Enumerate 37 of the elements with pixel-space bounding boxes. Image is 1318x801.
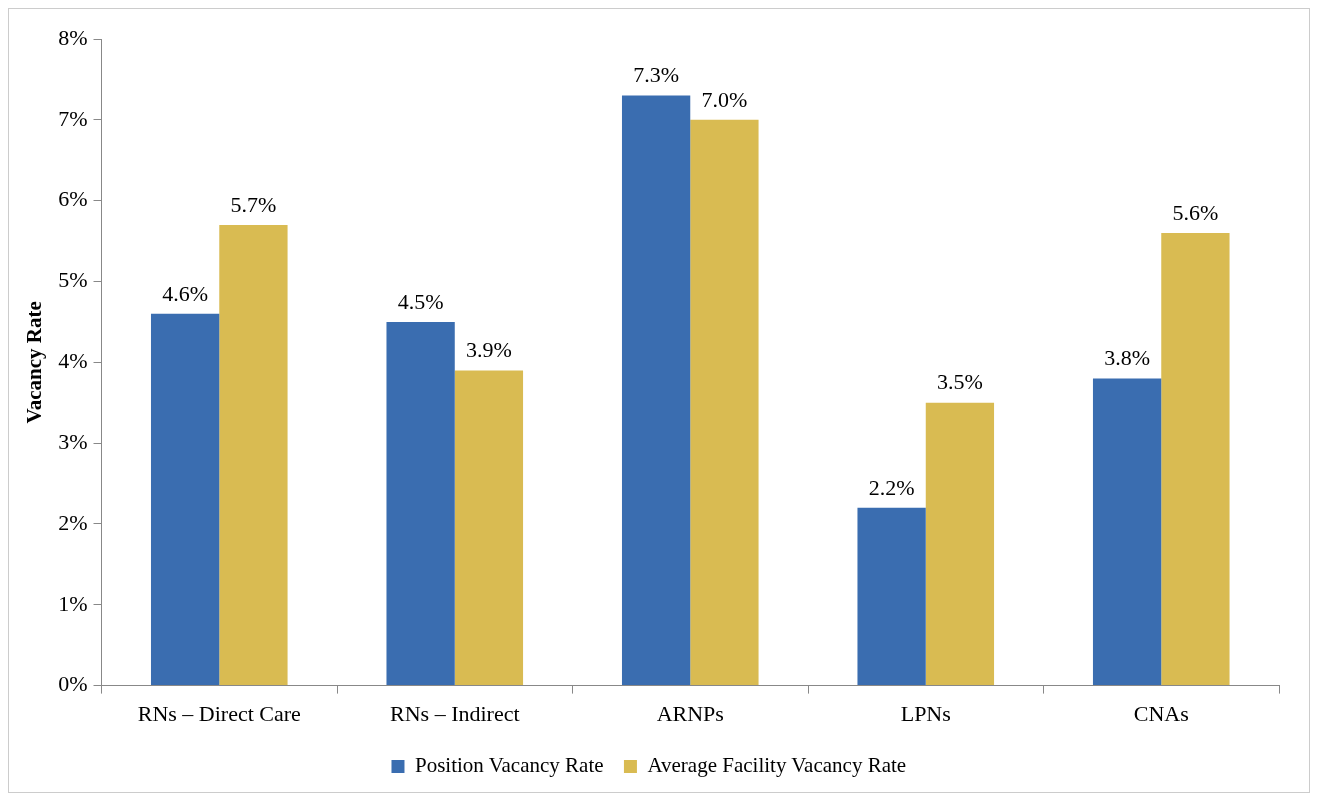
y-tick-label: 2% — [58, 509, 88, 535]
bar — [386, 321, 455, 686]
bar — [150, 313, 220, 686]
y-tick-label: 3% — [58, 428, 88, 454]
y-tick-label: 6% — [58, 186, 88, 212]
data-label: 7.3% — [633, 62, 680, 88]
bar — [857, 507, 926, 686]
bar — [1161, 232, 1230, 686]
bar — [219, 224, 288, 686]
bar — [1092, 378, 1162, 686]
y-tick-label: 8% — [58, 24, 88, 50]
data-label: 7.0% — [701, 86, 748, 112]
y-axis-title: Vacancy Rate — [22, 301, 47, 424]
data-label: 5.7% — [230, 191, 277, 217]
x-tick-label: RNs – Direct Care — [137, 700, 301, 726]
y-tick-label: 7% — [58, 105, 88, 131]
x-tick-label: LPNs — [900, 700, 951, 726]
data-label: 5.6% — [1172, 199, 1219, 225]
data-label: 2.2% — [868, 474, 915, 500]
y-tick-label: 0% — [58, 671, 88, 697]
y-tick-label: 4% — [58, 348, 88, 374]
data-label: 3.5% — [936, 369, 983, 395]
x-tick-label: CNAs — [1133, 700, 1189, 726]
x-tick-label: RNs – Indirect — [390, 700, 520, 726]
bar — [621, 95, 691, 686]
bar — [925, 402, 995, 686]
data-label: 4.6% — [162, 280, 209, 306]
data-label: 3.8% — [1104, 345, 1151, 371]
legend-label: Position Vacancy Rate — [414, 753, 604, 778]
y-tick-label: 1% — [58, 590, 88, 616]
legend-label: Average Facility Vacancy Rate — [647, 753, 907, 778]
bar — [454, 370, 524, 686]
x-tick-label: ARNPs — [656, 700, 724, 726]
bar — [690, 119, 759, 686]
y-tick-label: 5% — [58, 267, 88, 293]
data-label: 4.5% — [397, 288, 444, 314]
data-label: 3.9% — [466, 337, 512, 363]
